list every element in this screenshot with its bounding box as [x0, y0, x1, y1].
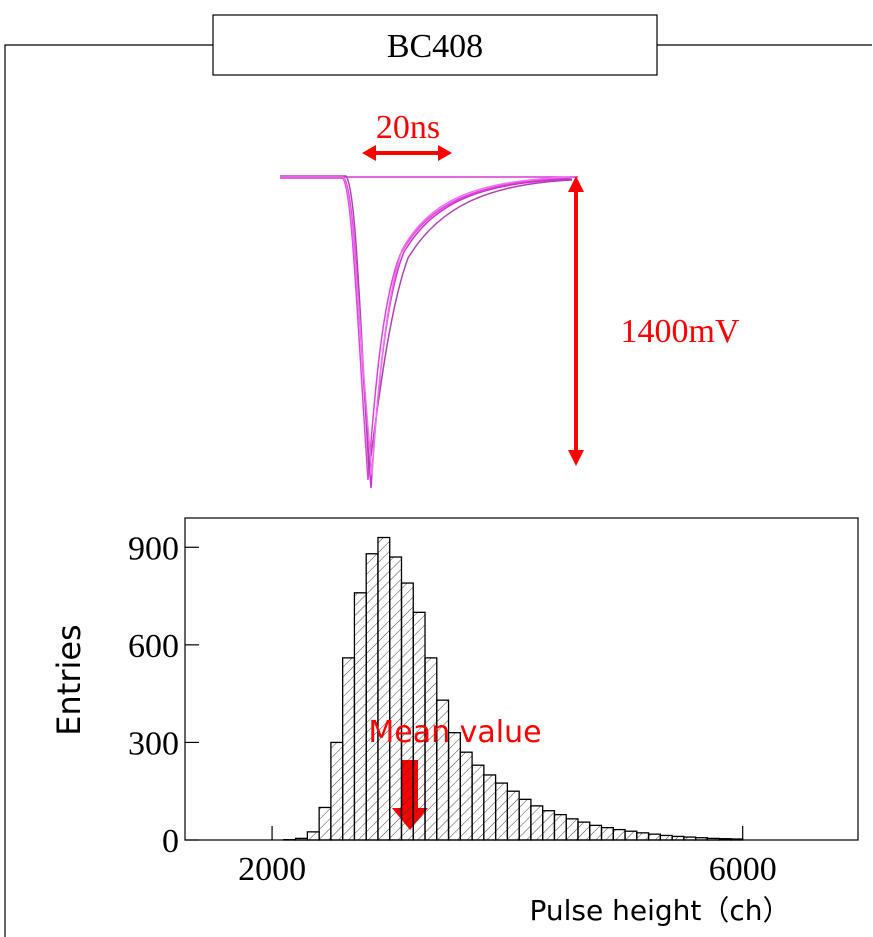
bar: [460, 752, 472, 840]
bar: [354, 593, 366, 840]
bar: [554, 815, 566, 840]
bar: [472, 765, 484, 840]
bar: [649, 834, 661, 840]
bar: [519, 799, 531, 840]
bar: [578, 822, 590, 840]
bar: [625, 831, 637, 840]
bar: [390, 557, 402, 840]
bar: [660, 835, 672, 840]
y-axis-label: Entries: [50, 624, 88, 735]
bar: [531, 806, 543, 840]
bar: [484, 775, 496, 840]
title: BC408: [387, 28, 483, 65]
y-tick-label: 300: [128, 725, 179, 762]
waveform: [280, 176, 578, 488]
bar: [319, 807, 331, 840]
plot-frame: [185, 518, 858, 840]
annotation: Mean value: [368, 715, 541, 750]
bar: [613, 830, 625, 840]
height-label: 1400mV: [621, 313, 740, 350]
width-label: 20ns: [376, 109, 440, 146]
bar: [401, 583, 413, 840]
histogram: 0 300 600 900 2000 6000: [128, 518, 858, 888]
x-tick-label: 2000: [238, 851, 306, 888]
bar: [590, 825, 602, 840]
y-tick-label: 0: [162, 823, 179, 860]
x-axis-label: Pulse height（ch）: [529, 894, 790, 927]
bar: [543, 811, 555, 840]
bar: [637, 833, 649, 840]
bar: [507, 791, 519, 840]
y-tick-label: 600: [128, 628, 179, 665]
figure: BC408 20ns 1400mV 0 300 600 900 2000 6000 Mea…: [0, 0, 873, 937]
bar: [343, 658, 355, 840]
bar: [496, 783, 508, 840]
bar: [378, 538, 390, 840]
y-tick-label: 900: [128, 530, 179, 567]
x-tick-label: 6000: [709, 851, 777, 888]
bar: [602, 828, 614, 840]
bar: [307, 832, 319, 840]
bar: [566, 819, 578, 840]
bar: [366, 554, 378, 840]
bar: [331, 742, 343, 840]
